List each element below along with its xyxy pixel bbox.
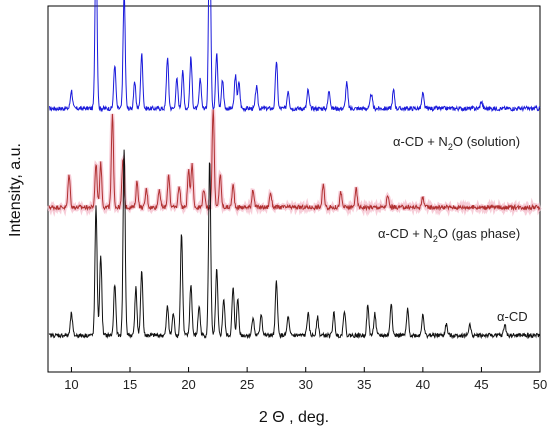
series-label-gas-phase: α-CD + N2O (gas phase) <box>378 226 520 244</box>
series-line-solution <box>48 0 541 113</box>
y-axis-title: Intensity, a.u. <box>7 143 24 237</box>
x-tick-label: 50 <box>533 377 547 392</box>
x-tick-label: 10 <box>64 377 78 392</box>
x-tick-label: 25 <box>240 377 254 392</box>
plot-frame <box>47 5 541 373</box>
x-axis-ticks: 10 15 20 25 30 35 40 45 50 <box>64 367 547 392</box>
series-line-gas-phase <box>48 109 541 212</box>
series-label-solution: α-CD + N2O (solution) <box>393 134 520 152</box>
x-tick-label: 20 <box>181 377 195 392</box>
x-axis-title: 2 Θ , deg. <box>259 409 329 426</box>
x-tick-label: 45 <box>474 377 488 392</box>
series-label-alpha-cd: α-CD <box>497 309 528 324</box>
x-tick-label: 35 <box>357 377 371 392</box>
x-tick-label: 40 <box>416 377 430 392</box>
series-layer <box>47 0 542 340</box>
x-tick-label: 30 <box>298 377 312 392</box>
x-tick-label: 15 <box>123 377 137 392</box>
series-line-alpha-cd <box>48 149 541 340</box>
